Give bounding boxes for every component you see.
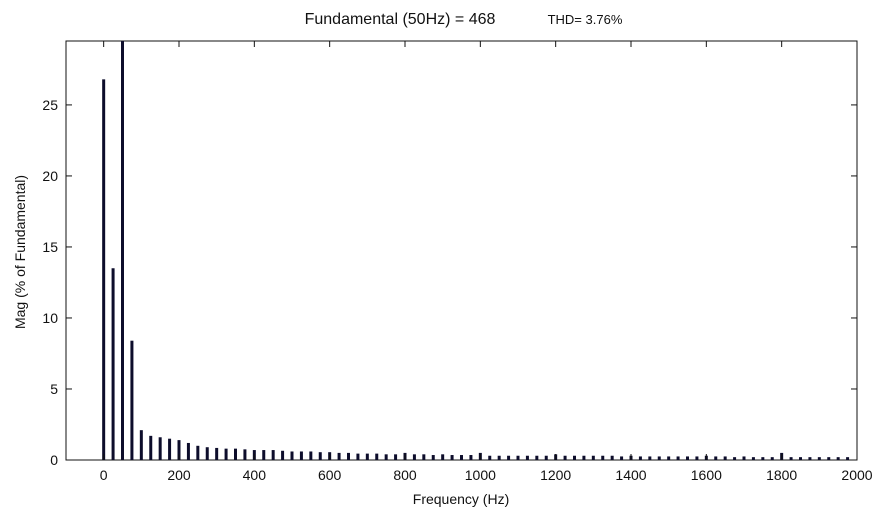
- spectrum-bar: [158, 437, 162, 460]
- x-tick-label: 400: [243, 467, 267, 483]
- plot-area: [65, 40, 858, 461]
- spectrum-bar: [535, 455, 539, 460]
- chart-title: Fundamental (50Hz) = 468: [305, 11, 496, 28]
- spectrum-bar: [412, 454, 416, 460]
- spectrum-bar: [827, 457, 831, 460]
- spectrum-bar: [441, 454, 445, 460]
- spectrum-bar: [102, 79, 106, 460]
- spectrum-bar: [450, 455, 454, 460]
- spectrum-bar: [431, 455, 435, 460]
- spectrum-bar: [770, 457, 774, 460]
- spectrum-bar: [836, 457, 840, 460]
- thd-label: THD= 3.76%: [548, 12, 623, 27]
- spectrum-bar: [177, 440, 181, 460]
- x-tick-label: 600: [318, 467, 342, 483]
- spectrum-bar: [299, 451, 303, 460]
- y-tick-label: 20: [42, 168, 58, 184]
- spectrum-bar: [205, 447, 209, 460]
- x-axis-label: Frequency (Hz): [413, 491, 509, 507]
- y-axis-label: Mag (% of Fundamental): [12, 175, 28, 329]
- spectrum-bar: [610, 455, 614, 460]
- spectrum-bar: [817, 457, 821, 460]
- spectrum-bar: [215, 447, 219, 460]
- spectrum-bar: [318, 452, 322, 460]
- spectrum-bar: [309, 451, 313, 460]
- spectrum-bar: [789, 457, 793, 460]
- x-tick-label: 1000: [465, 467, 496, 483]
- spectrum-bar: [620, 456, 624, 460]
- spectrum-bar: [686, 456, 689, 460]
- y-tick-label: 5: [50, 381, 58, 397]
- spectrum-bar: [469, 455, 473, 460]
- spectrum-bar: [563, 455, 567, 460]
- spectrum-bar: [573, 455, 576, 460]
- spectrum-bar: [507, 455, 511, 460]
- spectrum-bar: [121, 41, 124, 460]
- spectrum-bar: [271, 450, 275, 460]
- spectrum-bar: [497, 455, 501, 460]
- spectrum-bar: [337, 452, 341, 460]
- spectrum-bar: [168, 438, 172, 460]
- spectrum-bar: [130, 340, 134, 460]
- spectrum-bar: [667, 456, 671, 460]
- y-axis-ticks: 0 5 10 15 20 25: [42, 97, 857, 468]
- spectrum-bar: [695, 456, 699, 460]
- x-tick-label: 1400: [615, 467, 646, 483]
- spectrum-bar: [224, 448, 228, 460]
- spectrum-bar: [657, 456, 661, 460]
- x-axis-ticks: 0 200 400 600 800 1000 1200 1400 1600 1800 2000: [100, 41, 873, 483]
- spectrum-bar: [384, 454, 388, 460]
- spectrum-bar: [422, 454, 426, 460]
- spectrum-bar: [243, 449, 247, 460]
- spectrum-bar: [516, 455, 520, 460]
- spectrum-bar: [723, 456, 727, 460]
- spectrum-bar: [601, 455, 605, 460]
- spectrum-bar: [234, 448, 237, 460]
- spectrum-bar: [714, 456, 718, 460]
- spectrum-bar: [290, 451, 294, 460]
- spectrum-bar: [196, 445, 200, 460]
- spectrum-bar: [582, 455, 586, 460]
- bar-series: [102, 41, 850, 460]
- spectrum-bar: [365, 453, 369, 460]
- spectrum-bar: [149, 435, 153, 460]
- x-tick-label: 2000: [841, 467, 872, 483]
- y-tick-label: 10: [42, 310, 58, 326]
- spectrum-bar: [544, 455, 548, 460]
- spectrum-bar: [638, 456, 642, 460]
- x-tick-label: 800: [393, 467, 417, 483]
- spectrum-bar: [591, 455, 595, 460]
- spectrum-bar: [751, 457, 755, 460]
- spectrum-bar: [488, 455, 492, 460]
- x-tick-label: 200: [167, 467, 191, 483]
- spectrum-bar: [375, 453, 379, 460]
- spectrum-bar: [846, 457, 850, 460]
- spectrum-bar: [808, 457, 812, 460]
- y-tick-label: 0: [50, 452, 58, 468]
- spectrum-bar: [394, 454, 398, 460]
- spectrum-bar: [356, 453, 360, 460]
- spectrum-bar: [799, 457, 802, 460]
- spectrum-bar: [733, 457, 737, 460]
- spectrum-bar: [281, 450, 285, 460]
- x-tick-label: 1800: [766, 467, 797, 483]
- spectrum-bar: [648, 456, 652, 460]
- x-tick-label: 0: [100, 467, 108, 483]
- spectrum-bar: [676, 456, 680, 460]
- x-tick-label: 1200: [540, 467, 571, 483]
- spectrum-bar: [139, 430, 143, 460]
- spectrum-bar: [742, 456, 746, 460]
- spectrum-bar: [262, 450, 266, 460]
- spectrum-bar: [347, 452, 350, 460]
- y-tick-label: 15: [42, 239, 58, 255]
- x-tick-label: 1600: [691, 467, 722, 483]
- y-tick-label: 25: [42, 97, 58, 113]
- spectrum-bar: [111, 268, 115, 460]
- spectrum-bar: [761, 457, 765, 460]
- spectrum-bar: [525, 455, 529, 460]
- spectrum-bar: [186, 442, 190, 460]
- spectrum-bar: [460, 455, 463, 460]
